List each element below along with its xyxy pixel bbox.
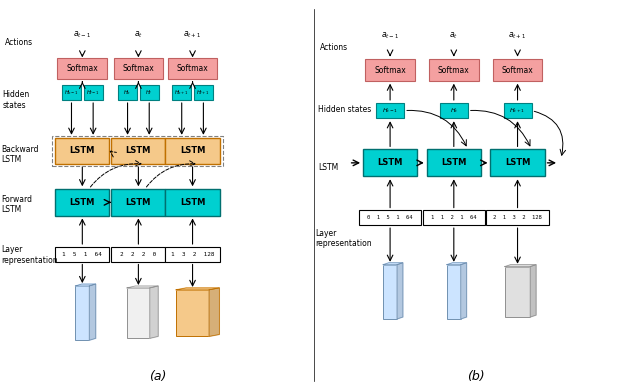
FancyBboxPatch shape — [140, 85, 159, 100]
FancyBboxPatch shape — [55, 189, 109, 216]
FancyBboxPatch shape — [166, 138, 220, 164]
Text: LSTM: LSTM — [180, 198, 205, 207]
Text: $a_t$: $a_t$ — [134, 29, 143, 39]
FancyBboxPatch shape — [447, 265, 461, 319]
FancyBboxPatch shape — [58, 58, 107, 79]
Text: $H_{f+1}$: $H_{f+1}$ — [196, 88, 211, 97]
FancyBboxPatch shape — [166, 189, 220, 216]
Text: Softmax: Softmax — [67, 64, 98, 73]
FancyBboxPatch shape — [111, 138, 166, 164]
Text: Softmax: Softmax — [438, 66, 470, 74]
FancyBboxPatch shape — [194, 85, 213, 100]
FancyBboxPatch shape — [383, 265, 397, 319]
Polygon shape — [209, 288, 220, 336]
Polygon shape — [447, 263, 467, 265]
FancyBboxPatch shape — [127, 288, 150, 338]
FancyBboxPatch shape — [55, 247, 109, 262]
Text: LSTM: LSTM — [125, 198, 151, 207]
FancyBboxPatch shape — [486, 211, 548, 225]
FancyBboxPatch shape — [113, 58, 163, 79]
Polygon shape — [127, 286, 158, 288]
FancyBboxPatch shape — [76, 286, 90, 340]
Polygon shape — [383, 263, 403, 265]
FancyBboxPatch shape — [62, 85, 81, 100]
FancyBboxPatch shape — [505, 267, 531, 317]
FancyBboxPatch shape — [504, 103, 532, 118]
Text: 1  3  2  128: 1 3 2 128 — [171, 252, 214, 257]
Text: Layer
representation: Layer representation — [315, 229, 372, 248]
Text: $H_t$: $H_t$ — [449, 106, 458, 115]
Text: $H_{b+1}$: $H_{b+1}$ — [174, 88, 189, 97]
Polygon shape — [505, 265, 536, 267]
Text: Softmax: Softmax — [502, 66, 533, 74]
FancyBboxPatch shape — [111, 189, 166, 216]
Text: 2  1  3  2  128: 2 1 3 2 128 — [493, 215, 542, 220]
Text: LSTM: LSTM — [180, 146, 205, 155]
Text: $H_{f-1}$: $H_{f-1}$ — [86, 88, 100, 97]
FancyBboxPatch shape — [84, 85, 102, 100]
FancyBboxPatch shape — [376, 103, 404, 118]
Text: Hidden
states: Hidden states — [3, 90, 30, 110]
Text: $H_b$: $H_b$ — [124, 88, 132, 97]
FancyBboxPatch shape — [166, 247, 220, 262]
Text: LSTM: LSTM — [505, 158, 530, 167]
FancyBboxPatch shape — [359, 211, 421, 225]
Text: Forward
LSTM: Forward LSTM — [1, 195, 33, 215]
Text: Layer
representation: Layer representation — [1, 245, 58, 265]
Text: LSTM: LSTM — [378, 158, 403, 167]
FancyBboxPatch shape — [490, 149, 545, 176]
FancyBboxPatch shape — [422, 211, 485, 225]
Polygon shape — [397, 263, 403, 319]
Text: $H_{t+1}$: $H_{t+1}$ — [509, 106, 525, 115]
FancyBboxPatch shape — [363, 149, 417, 176]
Text: Hidden states: Hidden states — [318, 105, 371, 114]
Text: LSTM: LSTM — [441, 158, 467, 167]
FancyBboxPatch shape — [440, 103, 468, 118]
Text: (a): (a) — [149, 370, 166, 383]
Text: (b): (b) — [467, 370, 485, 383]
Text: Actions: Actions — [320, 43, 348, 52]
Polygon shape — [461, 263, 467, 319]
FancyBboxPatch shape — [118, 85, 137, 100]
FancyBboxPatch shape — [55, 138, 109, 164]
Text: Softmax: Softmax — [374, 66, 406, 74]
FancyBboxPatch shape — [111, 247, 166, 262]
Polygon shape — [176, 288, 220, 290]
Text: $a_t$: $a_t$ — [449, 31, 458, 41]
Text: $H_f$: $H_f$ — [145, 88, 153, 97]
Text: $a_{t-1}$: $a_{t-1}$ — [381, 31, 399, 41]
Text: $H_{t-1}$: $H_{t-1}$ — [382, 106, 398, 115]
Text: Softmax: Softmax — [122, 64, 154, 73]
Text: LSTM: LSTM — [70, 146, 95, 155]
Polygon shape — [531, 265, 536, 317]
Text: Actions: Actions — [4, 37, 33, 46]
Text: Softmax: Softmax — [177, 64, 209, 73]
Text: LSTM: LSTM — [70, 198, 95, 207]
Text: $H_{b-1}$: $H_{b-1}$ — [64, 88, 79, 97]
Text: 1  5  1  64: 1 5 1 64 — [62, 252, 102, 257]
Text: LSTM: LSTM — [125, 146, 151, 155]
FancyBboxPatch shape — [493, 59, 542, 81]
Text: 0  1  5  1  64: 0 1 5 1 64 — [367, 215, 413, 220]
FancyBboxPatch shape — [172, 85, 191, 100]
Text: 2  2  2  0: 2 2 2 0 — [120, 252, 157, 257]
Text: Backward
LSTM: Backward LSTM — [1, 145, 39, 164]
Text: 1  1  2  1  64: 1 1 2 1 64 — [431, 215, 477, 220]
FancyBboxPatch shape — [427, 149, 481, 176]
FancyBboxPatch shape — [176, 290, 209, 336]
FancyBboxPatch shape — [365, 59, 415, 81]
FancyBboxPatch shape — [429, 59, 479, 81]
Polygon shape — [90, 284, 96, 340]
Polygon shape — [150, 286, 158, 338]
Text: $a_{t+1}$: $a_{t+1}$ — [508, 31, 527, 41]
Text: $a_{t+1}$: $a_{t+1}$ — [184, 29, 202, 39]
Text: LSTM: LSTM — [318, 163, 339, 172]
Text: $a_{t-1}$: $a_{t-1}$ — [73, 29, 92, 39]
FancyBboxPatch shape — [168, 58, 218, 79]
Polygon shape — [76, 284, 96, 286]
